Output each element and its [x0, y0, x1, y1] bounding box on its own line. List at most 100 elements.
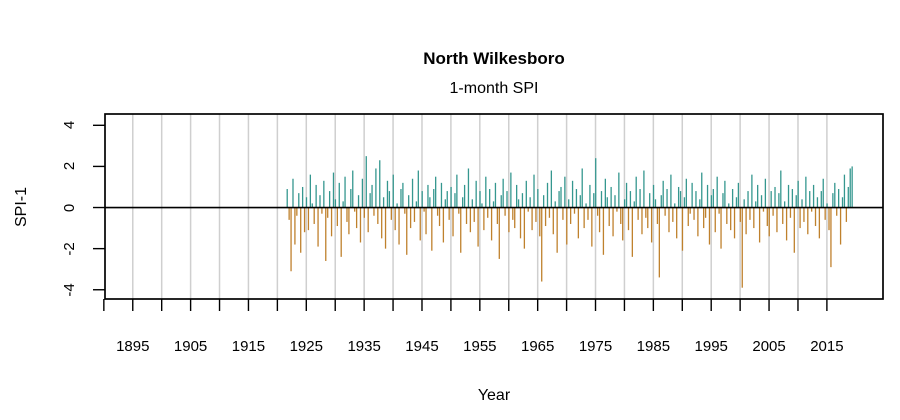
- spi-bar-negative: [409, 207, 412, 229]
- spi-bar-negative: [541, 207, 543, 282]
- spi-bar-positive: [429, 197, 431, 208]
- spi-bar-positive: [481, 203, 483, 208]
- spi-bar-positive: [421, 191, 423, 208]
- spi-bar-negative: [647, 207, 649, 229]
- spi-bar-negative: [591, 207, 593, 247]
- spi-bar-negative: [782, 207, 784, 224]
- spi-bar-negative: [406, 207, 408, 255]
- spi-bar-positive: [371, 184, 373, 208]
- spi-bar-positive: [415, 201, 418, 208]
- spi-bar-negative: [573, 207, 576, 214]
- spi-bar-positive: [666, 189, 668, 208]
- spi-bar-positive: [600, 191, 603, 208]
- spi-bar-positive: [517, 199, 520, 208]
- spi-bar-positive: [328, 191, 331, 208]
- spi-bar-negative: [531, 207, 533, 231]
- spi-bar-negative: [785, 207, 788, 241]
- spi-bar-negative: [317, 207, 319, 247]
- spi-bar-negative: [758, 207, 761, 243]
- spi-bar-negative: [726, 207, 728, 224]
- spi-bar-negative: [398, 207, 400, 245]
- spi-bar-positive: [787, 184, 790, 208]
- spi-bar-negative: [381, 207, 383, 239]
- spi-bar-positive: [543, 195, 545, 208]
- spi-bar-positive: [706, 184, 709, 208]
- spi-bar-positive: [795, 195, 797, 208]
- x-tick-label: 1895: [116, 338, 150, 355]
- spi-bar-positive: [286, 189, 288, 208]
- spi-bar-negative: [504, 207, 506, 216]
- plot-border: [104, 113, 884, 300]
- x-axis-label: Year: [477, 387, 511, 404]
- spi-bar-negative: [703, 207, 705, 229]
- spi-bar-positive: [685, 178, 687, 208]
- spi-bar-positive: [352, 170, 354, 208]
- spi-bar-negative: [544, 207, 547, 227]
- spi-bar-negative: [620, 207, 622, 224]
- spi-bar-negative: [498, 207, 500, 259]
- spi-bar-negative: [824, 207, 826, 220]
- spi-bar-negative: [587, 207, 589, 220]
- spi-bar-positive: [618, 172, 620, 208]
- spi-bar-positive: [338, 182, 340, 208]
- x-tick-label: 1965: [520, 338, 555, 355]
- chart-subtitle: 1-month SPI: [449, 80, 539, 97]
- spi-bar-negative: [354, 207, 356, 212]
- spi-bar-positive: [560, 186, 562, 208]
- spi-bar-positive: [691, 182, 693, 208]
- spi-bar-negative: [714, 207, 716, 233]
- spi-bar-positive: [392, 174, 394, 208]
- spi-bar-positive: [822, 178, 824, 208]
- spi-bar-negative: [348, 207, 350, 235]
- spi-bar-positive: [747, 191, 749, 208]
- spi-bar-positive: [654, 199, 657, 208]
- spi-bar-positive: [571, 180, 574, 208]
- spi-bar-positive: [402, 182, 404, 208]
- spi-bar-positive: [791, 189, 794, 208]
- spi-bar-positive: [724, 180, 726, 208]
- spi-bar-positive: [533, 174, 535, 208]
- spi-bar-negative: [523, 207, 526, 249]
- spi-bar-negative: [789, 207, 792, 218]
- spi-bar-negative: [377, 207, 379, 224]
- spi-bar-negative: [539, 207, 541, 237]
- spi-bar-negative: [469, 207, 472, 233]
- spi-bar-positive: [731, 189, 734, 208]
- spi-bar-negative: [514, 207, 516, 229]
- spi-bar-positive: [521, 193, 524, 208]
- spi-bar-negative: [477, 207, 479, 247]
- spi-bar-positive: [710, 195, 713, 208]
- spi-bar-negative: [512, 207, 514, 220]
- spi-bar-negative: [294, 207, 296, 245]
- x-tick-label: 2015: [810, 338, 844, 355]
- spi-bar-positive: [784, 201, 786, 208]
- spi-bar-negative: [404, 207, 406, 214]
- spi-bar-negative: [577, 207, 580, 239]
- spi-bar-negative: [708, 207, 711, 245]
- y-tick-label: -4: [61, 283, 78, 297]
- spi-bar-positive: [315, 184, 317, 208]
- spi-bar-negative: [814, 207, 817, 227]
- spi-bar-negative: [811, 207, 813, 212]
- spi-bar-negative: [627, 207, 630, 231]
- spi-bar-negative: [622, 207, 624, 241]
- spi-bar-negative: [704, 207, 707, 218]
- spi-bar-positive: [701, 172, 703, 208]
- spi-bar-negative: [465, 207, 468, 224]
- spi-bar-positive: [550, 170, 553, 208]
- spi-bar-negative: [490, 207, 493, 241]
- y-tick-label: 0: [61, 203, 78, 212]
- spi-bar-positive: [500, 195, 502, 208]
- spi-bar-positive: [695, 191, 697, 208]
- spi-bar-negative: [749, 207, 751, 220]
- spi-bar-positive: [812, 184, 815, 208]
- spi-bar-negative: [290, 207, 292, 272]
- spi-bar-negative: [556, 207, 558, 253]
- spi-bar-positive: [595, 158, 597, 208]
- spi-bar-negative: [676, 207, 678, 239]
- x-tick-label: 2005: [752, 338, 786, 355]
- spi-bar-positive: [728, 203, 730, 208]
- spi-bar-negative: [384, 207, 387, 249]
- spi-bar-negative: [739, 207, 741, 222]
- spi-bar-negative: [641, 207, 643, 235]
